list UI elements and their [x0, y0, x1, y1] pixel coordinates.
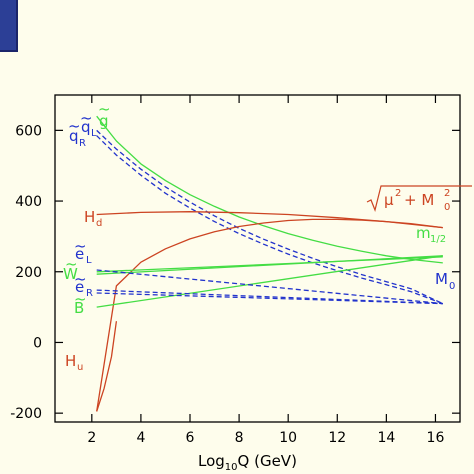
label-eR-sub: R	[86, 288, 93, 299]
label-B: B	[74, 299, 84, 317]
label-M0-sub: 0	[444, 202, 450, 213]
label-sqrt-group: μ 2 + M 2 0	[366, 185, 472, 213]
label-eL-sub: L	[86, 255, 92, 266]
label-qR-tilde: ~	[68, 117, 81, 135]
x-tick-label: 14	[377, 430, 395, 446]
series-line-2	[96, 135, 444, 305]
corner-box	[0, 0, 18, 52]
label-eL: e	[75, 245, 84, 263]
x-tick-label: 6	[186, 430, 195, 446]
x-tick-label: 16	[427, 430, 445, 446]
y-tick-label: 600	[15, 123, 42, 139]
label-g-tilde: ~	[98, 100, 111, 118]
label-W-tilde: ~	[65, 255, 78, 273]
label-m: m	[416, 224, 431, 242]
series-line-5	[96, 321, 118, 412]
series-line-3	[96, 211, 443, 229]
label-qR-sub: R	[79, 138, 86, 149]
sqrt-radical	[366, 185, 472, 212]
y-tick-label: 200	[15, 265, 42, 281]
series-line-9	[96, 269, 443, 305]
label-M-sub: 0	[449, 281, 455, 292]
y-tick-label: -200	[10, 406, 42, 422]
x-axis-rest: Q (GeV)	[238, 452, 297, 470]
label-Hu: H	[65, 352, 76, 370]
series-line-0	[96, 115, 443, 264]
label-qL: q	[81, 118, 91, 136]
series-line-8	[96, 255, 443, 308]
label-eR: e	[75, 278, 84, 296]
label-g: g	[99, 112, 109, 130]
label-qL-tilde: ~	[80, 109, 93, 127]
series-group	[96, 115, 444, 412]
label-mu: μ	[384, 191, 394, 209]
y-tick-label: 0	[33, 335, 42, 351]
series-line-1	[96, 129, 444, 305]
label-W: W	[63, 265, 78, 283]
x-tick-label: 8	[235, 430, 244, 446]
label-m-sub: 1/2	[430, 234, 446, 245]
label-M0-sup: 2	[444, 188, 450, 199]
label-mu-sup: 2	[395, 188, 401, 199]
series-line-10	[96, 289, 443, 305]
label-plus-M: + M	[404, 191, 434, 209]
plot-frame	[54, 94, 461, 423]
x-axis-subscript: 10	[225, 462, 238, 473]
label-qL-sub: L	[91, 128, 97, 139]
series-line-7	[96, 255, 443, 275]
label-B-tilde: ~	[74, 290, 87, 308]
x-tick-label: 2	[87, 430, 96, 446]
label-Hd: H	[84, 208, 95, 226]
x-tick-label: 4	[136, 430, 145, 446]
series-line-4	[96, 218, 443, 412]
y-tick-label: 400	[15, 194, 42, 210]
x-axis-title: Log10Q (GeV)	[198, 452, 297, 473]
label-M: M	[435, 270, 448, 288]
label-eL-tilde: ~	[74, 237, 87, 255]
x-tick-label: 10	[279, 430, 297, 446]
label-Hd-sub: d	[96, 218, 102, 229]
label-eR-tilde: ~	[74, 270, 87, 288]
x-tick-label: 12	[328, 430, 346, 446]
label-qR: q	[69, 127, 79, 145]
series-line-11	[96, 292, 443, 305]
label-Hu-sub: u	[77, 362, 83, 373]
